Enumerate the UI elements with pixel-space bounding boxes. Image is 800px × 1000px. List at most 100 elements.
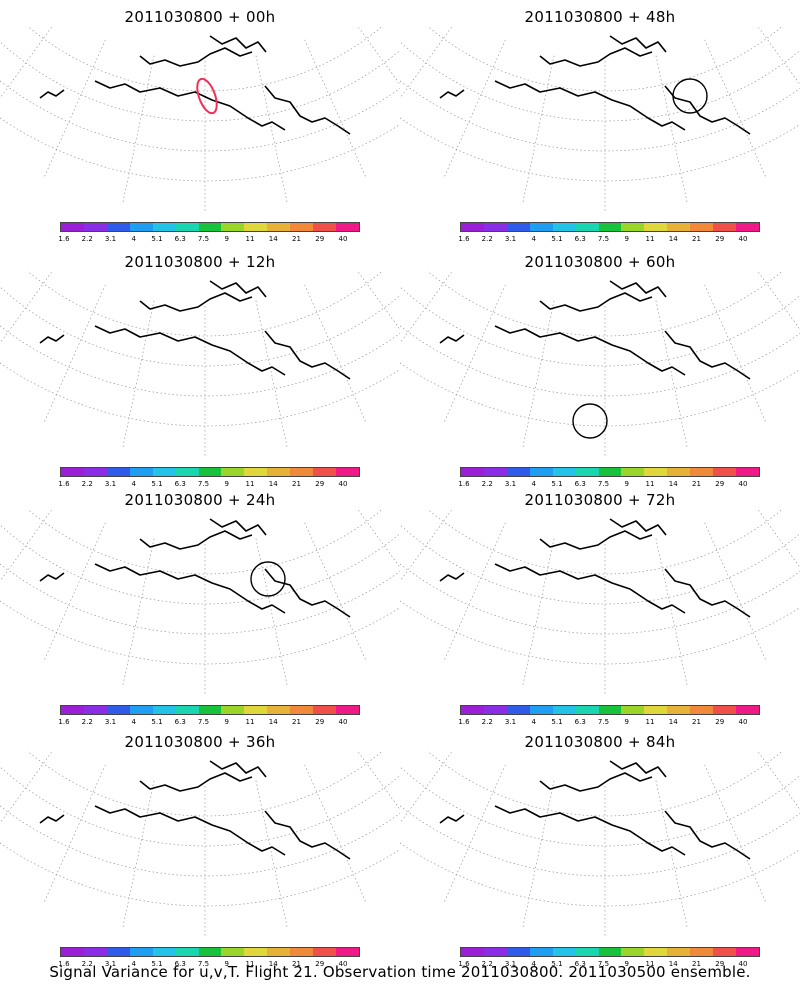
variance-contour	[156, 88, 191, 108]
colorbar-swatch	[644, 468, 668, 476]
colorbar-tick-label: 21	[692, 960, 701, 968]
variance-contour	[456, 75, 592, 81]
colorbar-swatch	[621, 223, 645, 231]
colorbar-tick-label: 9	[624, 235, 629, 243]
colorbar-swatch	[175, 223, 199, 231]
colorbar-swatch	[621, 948, 645, 956]
variance-contour	[199, 349, 322, 414]
variance-contour	[458, 527, 721, 564]
colorbar-tick-label: 4	[131, 718, 136, 726]
variance-contour	[528, 87, 587, 120]
colorbar-swatch	[175, 948, 199, 956]
variance-contour	[448, 789, 642, 806]
variance-contour	[531, 751, 800, 806]
colorbar-tick-label: 40	[338, 480, 348, 488]
variance-contour	[448, 530, 556, 564]
variance-contour	[654, 59, 749, 81]
colorbar-swatch	[106, 706, 130, 714]
colorbar-tick-label: 7.5	[197, 235, 210, 243]
colorbar-swatch	[290, 948, 314, 956]
map-panel: 2011030800 + 60h 1.6 2.2 3.1 4 5.1 6.3 7.5 9 11 14…	[400, 245, 800, 490]
variance-contour	[424, 532, 631, 564]
variance-contour	[48, 295, 170, 326]
map-boundary	[0, 26, 400, 80]
colorbar-tick-label: 6.3	[574, 235, 586, 243]
variance-contour	[59, 122, 116, 156]
variance-contour	[521, 816, 632, 861]
colorbar-tick-label: 1.6	[458, 718, 470, 726]
colorbar	[60, 705, 360, 715]
colorbar-tick-label: 5.1	[151, 235, 163, 243]
variance-contour	[592, 93, 663, 135]
colorbar-swatch	[198, 223, 222, 231]
variance-contour	[48, 590, 228, 675]
variance-contour	[181, 362, 257, 397]
variance-contour	[400, 806, 595, 887]
variance-contour	[542, 793, 654, 806]
variance-contour	[556, 289, 770, 326]
colorbar-tick-label: 1.6	[58, 718, 70, 726]
colorbar-tick-label: 6.3	[174, 480, 186, 488]
colorbar-tick-label: 4	[531, 480, 536, 488]
colorbar-tick-label: 40	[738, 235, 748, 243]
variance-contour	[206, 298, 267, 326]
figure-caption: Signal Variance for u,v,T. Flight 21. Ob…	[49, 963, 751, 981]
variance-contour	[146, 311, 195, 326]
coastline	[439, 280, 751, 380]
variance-contour	[270, 839, 312, 866]
colorbar-tick-label: 1.6	[458, 235, 470, 243]
variance-contour	[460, 777, 700, 806]
variance-contour	[548, 117, 617, 153]
colorbar-tick-label: 9	[224, 960, 229, 968]
variance-contour	[7, 587, 180, 667]
colorbar-swatch	[644, 223, 668, 231]
variance-contour	[505, 577, 631, 628]
colorbar-swatch	[598, 468, 622, 476]
variance-contour	[458, 364, 544, 412]
variance-contour	[72, 558, 190, 564]
colorbar-swatch	[621, 468, 645, 476]
variance-contour	[154, 603, 271, 645]
colorbar-tick-label: 6.3	[174, 960, 186, 968]
observation-contour	[196, 77, 218, 115]
variance-contour	[99, 338, 170, 375]
variance-contour	[284, 542, 330, 564]
map-panel: 2011030800 + 72h 1.6 2.2 3.1 4 5.1 6.3 7.5 9 11 14…	[400, 483, 800, 728]
variance-contour	[419, 509, 652, 564]
colorbar-swatch	[244, 468, 268, 476]
variance-contour	[580, 573, 629, 591]
variance-contour	[500, 751, 800, 806]
colorbar-swatch	[83, 223, 107, 231]
variance-contour	[481, 845, 557, 893]
variance-contour	[569, 537, 772, 564]
colorbar-tick-label: 2.2	[481, 480, 493, 488]
colorbar-tick-label: 3.1	[104, 718, 117, 726]
variance-contour	[633, 370, 718, 405]
variance-contour	[566, 751, 800, 806]
colorbar-tick-label: 14	[668, 480, 678, 488]
variance-contour	[158, 376, 222, 406]
variance-contour	[176, 601, 225, 629]
colorbar-swatch	[529, 223, 553, 231]
colorbar-tick-label: 21	[692, 718, 701, 726]
variance-contour	[500, 120, 655, 176]
colorbar-swatch	[575, 948, 599, 956]
variance-contour	[640, 532, 774, 564]
variance-contour	[621, 857, 676, 877]
map-panel: 2011030800 + 48h 1.6 2.2 3.1 4 5.1 6.3 7.5 9 11 14…	[400, 0, 800, 245]
variance-contour	[202, 565, 359, 622]
variance-contour	[490, 559, 574, 564]
variance-contour	[214, 761, 330, 806]
colorbar-tick-label: 2.2	[81, 480, 93, 488]
colorbar-tick-label: 3.1	[104, 235, 117, 243]
colorbar-swatch	[61, 468, 84, 476]
variance-contour	[474, 528, 569, 564]
colorbar-tick-label: 14	[268, 235, 278, 243]
graticule	[0, 509, 400, 694]
colorbar-swatch	[175, 468, 199, 476]
variance-contour	[176, 280, 259, 326]
variance-contour	[684, 595, 752, 631]
variance-contour	[268, 131, 319, 155]
variance-contour	[573, 853, 667, 895]
colorbar-swatch	[198, 468, 222, 476]
